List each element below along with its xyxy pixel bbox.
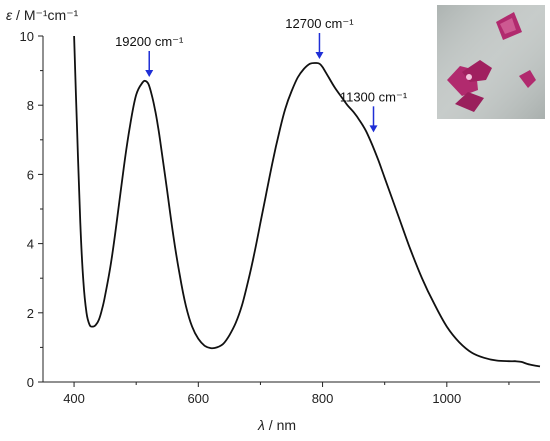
x-ticks: 400 600 800 1000: [63, 382, 510, 406]
y-tick-label: 6: [27, 167, 34, 182]
peak-annotations: 19200 cm⁻¹ 12700 cm⁻¹ 11300 cm⁻¹: [115, 16, 408, 133]
inset-photo-shading: [437, 5, 545, 119]
y-tick-label: 8: [27, 98, 34, 113]
y-axis-units: M⁻¹cm⁻¹: [24, 7, 79, 23]
annotation-arrow-head: [369, 125, 378, 133]
peak-annotation-label: 11300 cm⁻¹: [340, 89, 408, 104]
crystal-photo-inset: [437, 5, 545, 119]
x-axis-symbol: λ: [257, 417, 265, 433]
y-tick-label: 4: [27, 237, 34, 252]
crystal-right: [519, 70, 536, 88]
annotation-arrow-head: [145, 69, 154, 77]
y-axis-symbol: ε: [6, 7, 13, 23]
peak-annotation-label: 19200 cm⁻¹: [115, 34, 184, 49]
series-line: [73, 35, 541, 368]
peak-annotation-label: 12700 cm⁻¹: [285, 16, 354, 31]
x-tick-label: 600: [187, 391, 209, 406]
crystal-glint: [466, 74, 472, 80]
crystal-bottom: [455, 92, 484, 112]
annotation-arrow-head: [315, 51, 324, 59]
crystal-top-highlight: [500, 18, 516, 34]
x-axis-title: λ / nm: [257, 417, 296, 433]
x-axis-units: nm: [277, 417, 296, 433]
x-tick-label: 400: [63, 391, 85, 406]
y-tick-label: 10: [20, 29, 34, 44]
y-ticks: 0 2 4 6 8 10: [20, 29, 43, 390]
y-axis-title: ε / M⁻¹cm⁻¹: [6, 7, 79, 23]
y-tick-label: 2: [27, 306, 34, 321]
x-tick-label: 800: [312, 391, 334, 406]
x-tick-label: 1000: [432, 391, 461, 406]
y-tick-label: 0: [27, 375, 34, 390]
